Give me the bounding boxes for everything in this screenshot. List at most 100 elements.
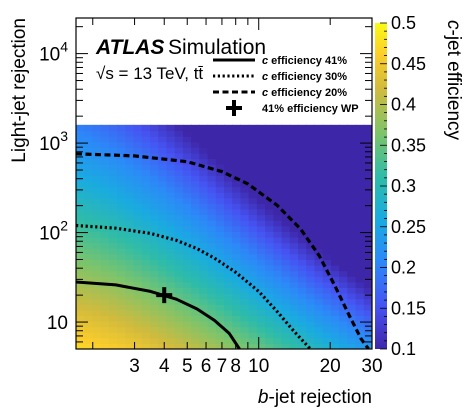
heatmap-cell [355, 292, 365, 300]
heatmap-cell [347, 186, 357, 193]
heatmap-cell [207, 326, 217, 333]
heatmap-cell [298, 236, 307, 244]
heatmap-cell [158, 343, 168, 349]
heatmap-cell [108, 220, 118, 227]
heatmap-cell [191, 220, 200, 227]
heatmap-cell [232, 164, 242, 171]
heatmap-cell [265, 175, 274, 182]
heatmap-cell [215, 130, 225, 137]
heatmap-cell [298, 281, 307, 288]
heatmap-cell [322, 147, 332, 154]
heatmap-cell [273, 281, 283, 288]
heatmap-cell [248, 231, 258, 238]
heatmap-cell [117, 337, 126, 344]
heatmap-cell [289, 214, 299, 221]
heatmap-cell [166, 214, 176, 221]
heatmap-cell [273, 136, 283, 143]
heatmap-cell [141, 242, 151, 249]
heatmap-cell [125, 270, 135, 277]
heatmap-cell [150, 225, 159, 232]
heatmap-cell [158, 130, 168, 137]
heatmap-cell [273, 248, 283, 255]
heatmap-cell [182, 287, 192, 294]
heatmap-cell [298, 192, 307, 199]
heatmap-cell [289, 203, 299, 210]
heatmap-cell [240, 186, 250, 193]
heatmap-cell [199, 130, 209, 137]
heatmap-cell [273, 197, 283, 204]
heatmap-cell [92, 220, 102, 227]
heatmap-cell [347, 158, 357, 165]
heatmap-cell [191, 169, 200, 176]
heatmap-cell [322, 203, 332, 210]
heatmap-cell [232, 320, 242, 328]
heatmap-cell [273, 152, 283, 160]
heatmap-cell [339, 326, 348, 333]
heatmap-cell [182, 253, 192, 260]
heatmap-cell [207, 203, 217, 210]
heatmap-cell [174, 180, 184, 188]
heatmap-cell [224, 343, 233, 349]
heatmap-cell [289, 225, 299, 232]
heatmap-cell [166, 147, 176, 154]
heatmap-cell [141, 315, 151, 322]
heatmap-cell [273, 315, 283, 322]
heatmap-cell [281, 141, 291, 148]
heatmap-cell [141, 124, 151, 132]
heatmap-cell [125, 152, 135, 160]
heatmap-cell [133, 320, 143, 328]
heatmap-cell [298, 276, 307, 283]
heatmap-cell [314, 276, 324, 283]
heatmap-cell [100, 264, 110, 272]
heatmap-cell [281, 304, 291, 311]
heatmap-cell [215, 231, 225, 238]
heatmap-cell [363, 281, 372, 288]
heatmap-cell [256, 253, 266, 260]
working-point-cross [156, 287, 173, 304]
heatmap-cell [256, 124, 266, 132]
heatmap-cell [158, 192, 168, 199]
heatmap-cell [125, 169, 135, 176]
heatmap-cell [199, 253, 209, 260]
heatmap-cell [232, 136, 242, 143]
heatmap-cell [125, 315, 135, 322]
heatmap-cell [84, 186, 94, 193]
heatmap-cell [125, 203, 135, 210]
heatmap-cell [273, 124, 283, 132]
heatmap-cell [117, 164, 126, 171]
heatmap-cell [207, 231, 217, 238]
heatmap-cell [158, 332, 168, 339]
heatmap-cell [224, 158, 233, 165]
heatmap-cell [355, 152, 365, 160]
heatmap-cell [232, 225, 242, 232]
heatmap-cell [125, 141, 135, 148]
heatmap-cell [125, 287, 135, 294]
heatmap-cell [298, 259, 307, 266]
heatmap-cell [224, 169, 233, 176]
heatmap-cell [158, 225, 168, 232]
heatmap-cell [306, 270, 316, 277]
heatmap-cell [166, 287, 176, 294]
heatmap-cell [306, 259, 316, 266]
heatmap-cell [92, 231, 102, 238]
heatmap-cell [100, 192, 110, 199]
heatmap-cell [76, 225, 85, 232]
heatmap-cell [240, 158, 250, 165]
simulation-label: Simulation [168, 36, 266, 59]
heatmap-cell [125, 231, 135, 238]
heatmap-cell [100, 304, 110, 311]
heatmap-cell [363, 208, 372, 216]
heatmap-cell [298, 253, 307, 260]
heatmap-cell [265, 192, 274, 199]
heatmap-cell [256, 304, 266, 311]
x-tick-label: 5 [182, 356, 193, 377]
heatmap-cell [314, 343, 324, 349]
heatmap-cell [298, 158, 307, 165]
heatmap-cell [92, 242, 102, 249]
heatmap-cell [207, 152, 217, 160]
heatmap-cell [298, 141, 307, 148]
heatmap-cell [125, 175, 135, 182]
heatmap-cell [289, 141, 299, 148]
heatmap-cell [166, 326, 176, 333]
heatmap-cell [191, 175, 200, 182]
